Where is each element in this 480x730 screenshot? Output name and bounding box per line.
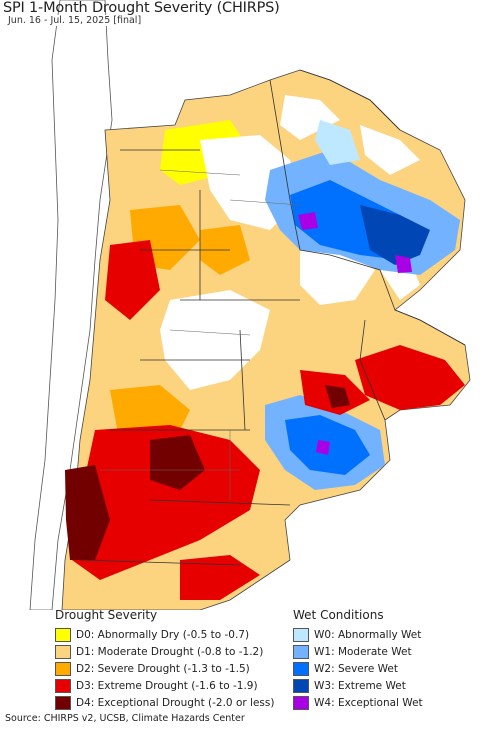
legend-swatch <box>55 644 71 659</box>
legend-item-w4: W4: Exceptional Wet <box>293 694 423 711</box>
legend-label: W4: Exceptional Wet <box>314 696 423 709</box>
legend-label: W2: Severe Wet <box>314 662 398 675</box>
legend-label: W0: Abnormally Wet <box>314 628 422 641</box>
d4-patagonia <box>65 465 110 560</box>
legend-swatch <box>55 695 71 710</box>
legend-swatch <box>55 627 71 642</box>
legend-item-d3: D3: Extreme Drought (-1.6 to -1.9) <box>55 677 274 694</box>
legend-item-d2: D2: Severe Drought (-1.3 to -1.5) <box>55 660 274 677</box>
legend-swatch <box>293 695 309 710</box>
legend-item-w2: W2: Severe Wet <box>293 660 423 677</box>
source-credit: Source: CHIRPS v2, UCSB, Climate Hazards… <box>5 713 245 724</box>
legend-label: D0: Abnormally Dry (-0.5 to -0.7) <box>76 628 250 641</box>
drought-map <box>29 0 471 610</box>
map-subtitle: Jun. 16 - Jul. 15, 2025 [final] <box>6 15 144 26</box>
legend-swatch <box>55 678 71 693</box>
wet-paraguay-w3 <box>360 205 430 265</box>
legend-swatch <box>293 627 309 642</box>
drought-legend-heading: Drought Severity <box>55 608 158 622</box>
legend-item-w0: W0: Abnormally Wet <box>293 626 423 643</box>
legend-swatch <box>55 661 71 676</box>
d3-northwest <box>105 240 160 320</box>
drought-legend: Drought Severity D0: Abnormally Dry (-0.… <box>55 608 274 711</box>
legend-label: D3: Extreme Drought (-1.6 to -1.9) <box>76 679 258 692</box>
legend-label: D4: Exceptional Drought (-2.0 or less) <box>76 696 275 709</box>
legend-label: D2: Severe Drought (-1.3 to -1.5) <box>76 662 250 675</box>
legend-swatch <box>293 644 309 659</box>
map-title: SPI 1-Month Drought Severity (CHIRPS) <box>3 0 280 16</box>
legend-swatch <box>293 661 309 676</box>
legend-item-d4: D4: Exceptional Drought (-2.0 or less) <box>55 694 274 711</box>
wet-legend-heading: Wet Conditions <box>293 608 384 622</box>
d3-uruguay <box>355 345 465 410</box>
legend-item-w3: W3: Extreme Wet <box>293 677 423 694</box>
legend-item-d1: D1: Moderate Drought (-0.8 to -1.2) <box>55 643 274 660</box>
wet-legend: Wet Conditions W0: Abnormally Wet W1: Mo… <box>293 608 423 711</box>
legend-item-w1: W1: Moderate Wet <box>293 643 423 660</box>
d3-south <box>72 425 260 580</box>
legend-swatch <box>293 678 309 693</box>
legend-label: D1: Moderate Drought (-0.8 to -1.2) <box>76 645 264 658</box>
legend-label: W1: Moderate Wet <box>314 645 412 658</box>
normal-central <box>160 290 270 390</box>
legend-item-d0: D0: Abnormally Dry (-0.5 to -0.7) <box>55 626 274 643</box>
legend-label: W3: Extreme Wet <box>314 679 406 692</box>
